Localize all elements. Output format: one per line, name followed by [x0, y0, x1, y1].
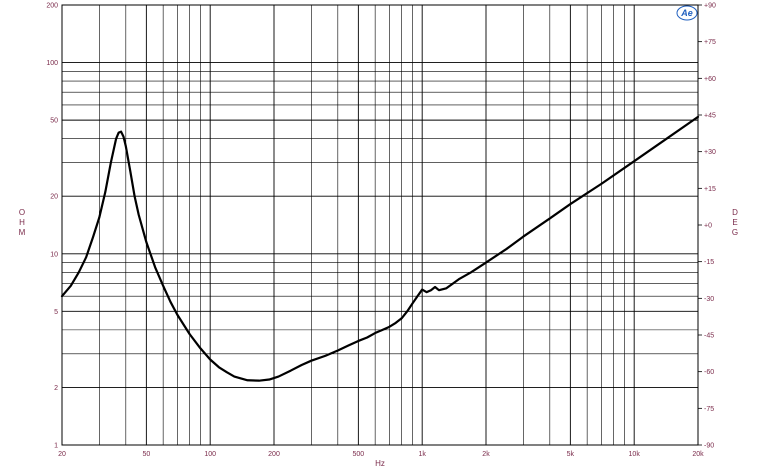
y2-tick-label: -75 [704, 406, 714, 413]
y-tick-label: 200 [46, 3, 58, 10]
y-tick-labels: 1 2 5 10 20 50 100 200 [46, 3, 58, 450]
y2-axis-label-char: E [732, 218, 737, 227]
chart-grid [61, 4, 702, 446]
plot-frame [61, 4, 699, 446]
x-tick-label: 50 [142, 451, 150, 458]
audio-express-logo: Ae [676, 5, 698, 21]
y-tick-label: 10 [50, 251, 58, 258]
y-tick-label: 2 [54, 385, 58, 392]
x-tick-label: 1k [418, 451, 426, 458]
y-tick-label: 20 [50, 194, 58, 201]
x-tick-label: 5k [567, 451, 575, 458]
y-tick-label: 1 [54, 443, 58, 450]
y2-tick-label: +30 [704, 149, 716, 156]
y2-axis-label-char: G [732, 228, 738, 237]
x-tick-label: 2k [482, 451, 490, 458]
logo-text: Ae [680, 8, 693, 18]
y-tick-label: 50 [50, 118, 58, 125]
y2-tick-label: -15 [704, 259, 714, 266]
y-axis-label-char: M [19, 228, 26, 237]
x-tick-label: 200 [268, 451, 280, 458]
y2-tick-label: -60 [704, 369, 714, 376]
y2-tick-label: -45 [704, 333, 714, 340]
x-tick-label: 100 [204, 451, 216, 458]
y2-tick-label: +0 [704, 223, 712, 230]
y2-axis-label-char: D [732, 208, 738, 217]
y2-tick-label: +45 [704, 113, 716, 120]
y2-tick-labels: +90 +75 +60 +45 +30 +15 +0 -15 -30 -45 -60 -75 -90 [704, 3, 716, 450]
x-tick-label: 20 [58, 451, 66, 458]
y2-tick-label: +60 [704, 76, 716, 83]
x-tick-label: 10k [629, 451, 641, 458]
series-line-impedance [60, 115, 700, 382]
y2-tick-label: -90 [704, 443, 714, 450]
x-axis-label: Hz [375, 459, 385, 468]
y-axis-label-char: H [19, 218, 25, 227]
y2-tick-label: +15 [704, 186, 716, 193]
y-tick-label: 5 [54, 309, 58, 316]
x-tick-label: 500 [353, 451, 365, 458]
x-tick-label: 20k [692, 451, 704, 458]
y-tick-label: 100 [46, 60, 58, 67]
y2-tick-label: +90 [704, 3, 716, 10]
logo-ring [676, 5, 698, 21]
y-axis-label-char: O [19, 208, 25, 217]
x-tick-labels: 20 50 100 200 500 1k 2k 5k 10k 20k [58, 451, 704, 458]
y2-tick-label: +75 [704, 39, 716, 46]
y2-tick-label: -30 [704, 296, 714, 303]
